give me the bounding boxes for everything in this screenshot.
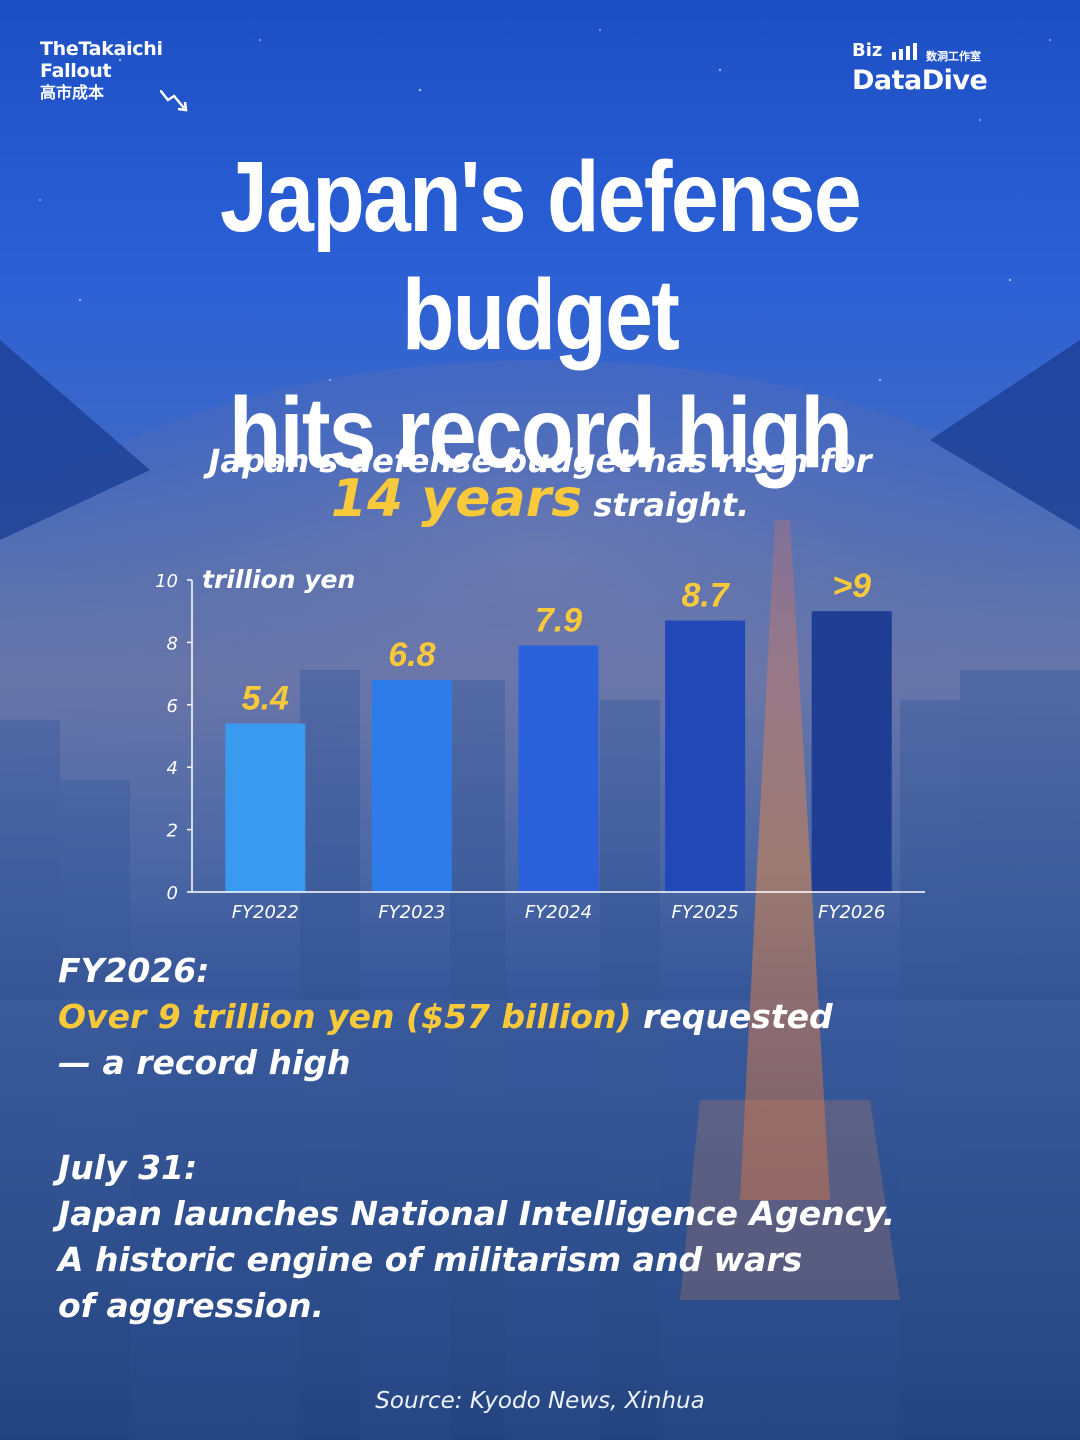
bar-fy2024 [518, 645, 599, 892]
bar-fy2026 [811, 611, 892, 892]
falling-arrow-icon [160, 90, 188, 112]
bar-chart-icon [892, 43, 917, 60]
subtitle-line1: Japan's defense budget has risen for [208, 442, 872, 480]
fact1-rest: requested [631, 997, 833, 1036]
y-tick-label: 6 [167, 696, 178, 717]
x-tick-label: FY2022 [232, 902, 299, 923]
fact1-highlight: Over 9 trillion yen ($57 billion) [58, 997, 632, 1036]
fact2-heading: July 31: [58, 1148, 198, 1187]
fact1-heading: FY2026: [58, 951, 210, 990]
bar-fy2025 [665, 620, 746, 892]
bar-fy2023 [371, 679, 452, 892]
fact-july-31: July 31: Japan launches National Intelli… [58, 1145, 1038, 1329]
bar-value-label: 5.4 [242, 680, 289, 718]
headline-line2: hits record high [228, 377, 853, 489]
y-tick-label: 10 [155, 571, 178, 592]
headline: Japan's defense budget hits record high [76, 138, 1005, 492]
bars: 5.4 6.8 7.9 8.7 >9 [225, 567, 892, 892]
unit-label: trillion yen [202, 565, 355, 594]
bar-value-label: 7.9 [535, 602, 582, 640]
bar-value-label: >9 [832, 567, 871, 605]
fact1-line2: Over 9 trillion yen ($57 billion) reques… [58, 994, 1038, 1040]
y-axis: 0 2 4 6 8 10 [155, 571, 193, 904]
brand-left-line1: TheTakaichi [40, 38, 163, 60]
x-tick-label: FY2026 [818, 902, 885, 923]
y-tick-label: 8 [167, 633, 178, 654]
brand-right-line1: Biz [852, 40, 883, 61]
brand-left-line2: Fallout [40, 60, 112, 82]
x-axis: FY2022 FY2023 FY2024 FY2025 FY2026 [192, 891, 925, 923]
takaichi-fallout-logo: TheTakaichi Fallout 高市成本 [40, 38, 200, 112]
datadive-logo: Biz 数洞工作室 DataDive [852, 40, 1002, 102]
x-tick-label: FY2024 [525, 902, 592, 923]
subtitle: Japan's defense budget has risen for 14 … [0, 440, 1080, 526]
subtitle-tail: straight. [593, 486, 750, 524]
fact2-line1: Japan launches National Intelligence Age… [58, 1194, 896, 1233]
brand-right-cn: 数洞工作室 [926, 50, 981, 63]
fact2-line2: A historic engine of militarism and wars [58, 1240, 803, 1279]
fact2-line3: of aggression. [58, 1286, 324, 1325]
bar-fy2022 [225, 723, 306, 892]
source-note: Source: Kyodo News, Xinhua [375, 1388, 705, 1414]
bar-value-label: 8.7 [681, 577, 730, 615]
y-tick-label: 2 [167, 821, 178, 842]
headline-line1: Japan's defense budget [220, 141, 862, 371]
brand-right-line2: DataDive [852, 65, 988, 96]
bar-value-label: 6.8 [388, 636, 435, 674]
fact-fy2026: FY2026: Over 9 trillion yen ($57 billion… [58, 948, 1038, 1086]
x-tick-label: FY2023 [378, 902, 445, 923]
brand-left-line3: 高市成本 [40, 83, 105, 102]
subtitle-highlight: 14 years [330, 469, 583, 529]
y-tick-label: 4 [167, 758, 178, 779]
y-tick-label: 0 [167, 883, 178, 904]
x-tick-label: FY2025 [672, 902, 739, 923]
subtitle-line2: 14 years straight. [0, 473, 1080, 526]
fact1-line3: — a record high [58, 1043, 351, 1082]
